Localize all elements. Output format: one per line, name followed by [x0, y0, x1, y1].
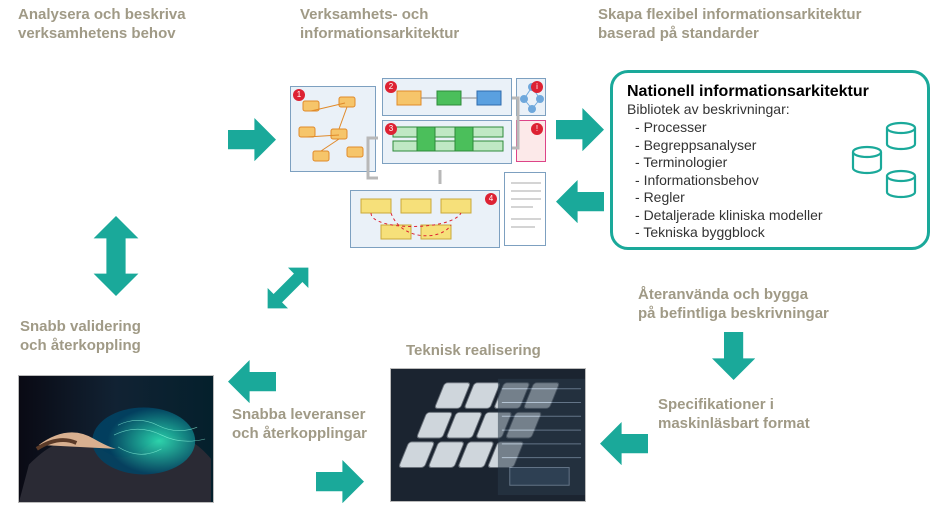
arrow-a7 [316, 460, 364, 508]
heading-flexible: Skapa flexibel informationsarkitektur ba… [598, 6, 861, 44]
arrow-a4 [258, 258, 318, 323]
tech-realisation-image [390, 368, 586, 502]
heading-analyze: Analysera och beskriva verksamhetens beh… [18, 6, 186, 44]
center-diagram-cluster: 1 2 3 i ! 4 [290, 78, 548, 250]
label-validate: Snabb validering och återkoppling [20, 318, 141, 356]
arrow-a2 [556, 108, 604, 156]
heading-business-arch: Verksamhets- och informationsarkitektur [300, 6, 459, 44]
label-specs: Specifikationer i maskinläsbart format [658, 396, 810, 434]
arrow-a6 [228, 360, 276, 408]
handshake-image [18, 375, 214, 503]
arch-item: Tekniska byggblock [627, 224, 913, 242]
arch-subtitle: Bibliotek av beskrivningar: [627, 101, 913, 117]
architecture-box: Nationell informationsarkitektur Bibliot… [610, 70, 930, 250]
arrow-a9 [712, 332, 755, 385]
label-reuse: Återanvända och bygga på befintliga besk… [638, 286, 829, 324]
arrow-a3 [556, 180, 604, 228]
arch-title: Nationell informationsarkitektur [627, 83, 913, 101]
label-deliveries: Snabba leveranser och återkopplingar [232, 406, 367, 444]
arrow-a8 [600, 422, 648, 470]
arrow-a5 [88, 216, 144, 301]
database-cylinders-icon [851, 121, 921, 210]
label-tech-real: Teknisk realisering [406, 342, 541, 361]
arrow-a1 [228, 118, 276, 166]
